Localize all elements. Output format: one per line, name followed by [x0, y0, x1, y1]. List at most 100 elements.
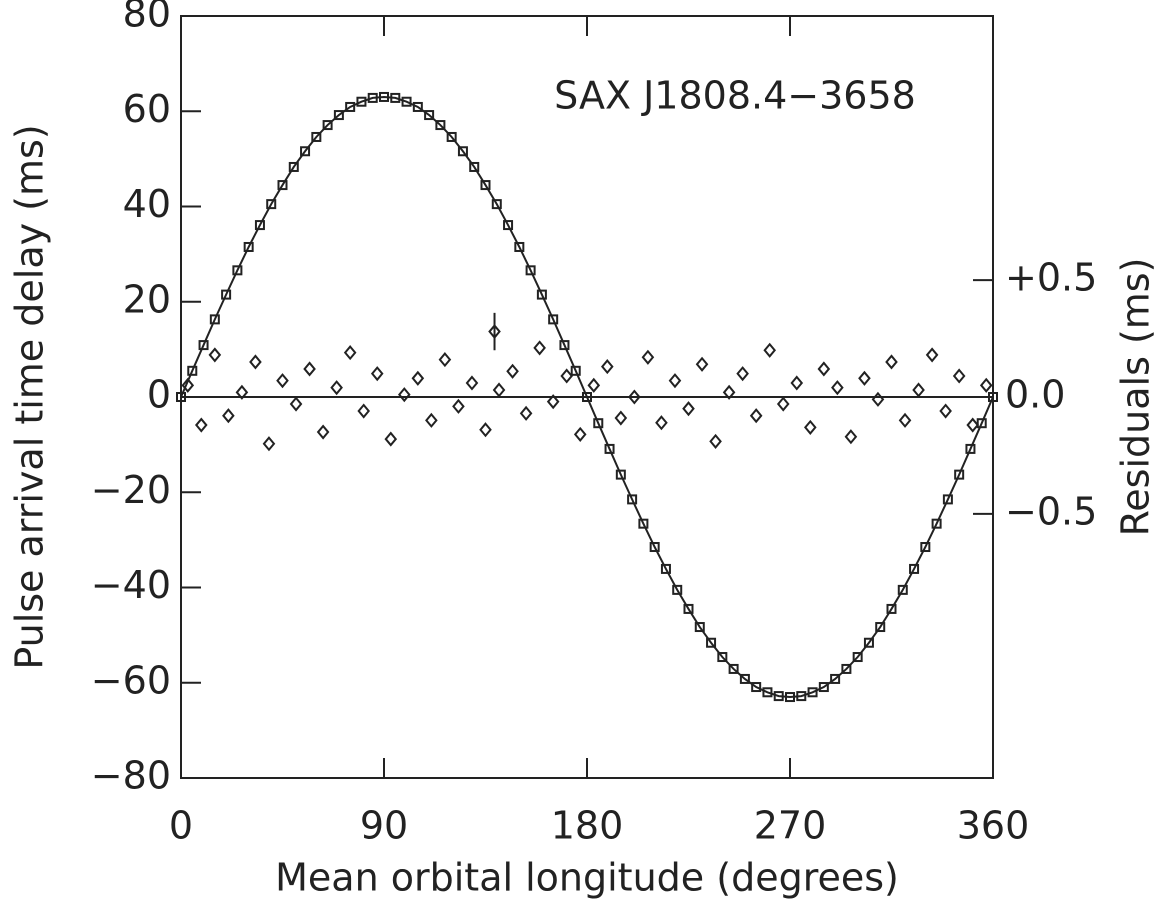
x-tick-label: 0 [169, 804, 193, 848]
residual-point [668, 373, 682, 389]
annotation: SAX J1808.4−3658 [554, 74, 916, 118]
residual-point [600, 359, 614, 375]
data-point [582, 392, 592, 402]
residual-point [222, 408, 235, 424]
residual-point [519, 405, 533, 421]
residual-point [330, 380, 343, 396]
data-point [536, 289, 547, 300]
data-point [176, 392, 186, 402]
residual-point [194, 417, 208, 433]
y-tick-label: −80 [91, 754, 171, 798]
data-point [266, 199, 277, 210]
data-point [897, 584, 908, 595]
residual-point [506, 363, 519, 379]
residual-point [289, 396, 303, 412]
data-point [830, 673, 841, 684]
model-curve [180, 95, 994, 699]
data-point [773, 691, 784, 702]
data-point [785, 692, 795, 703]
residual-point [573, 426, 587, 442]
residual-point [316, 424, 330, 440]
data-point [762, 687, 773, 698]
residual-point [817, 361, 831, 377]
residual-point [709, 433, 722, 449]
y-tick-label: 80 [123, 0, 171, 36]
data-point [424, 110, 435, 121]
residual-point [614, 410, 628, 426]
residual-point [776, 396, 790, 412]
data-point [514, 241, 525, 252]
residual-point [488, 323, 501, 340]
data-point [503, 220, 514, 231]
data-point [739, 673, 750, 684]
data-point [570, 365, 581, 376]
data-point [209, 314, 220, 325]
residual-point [871, 391, 885, 407]
data-point [198, 340, 209, 351]
residual-point [695, 356, 709, 372]
residual-point [181, 377, 195, 393]
residual-point [438, 352, 452, 368]
data-point [615, 469, 626, 480]
data-point [379, 91, 389, 102]
data-point [457, 146, 468, 157]
y-tick-label: 0 [147, 373, 171, 417]
data-point [965, 443, 976, 454]
data-point [706, 637, 717, 648]
x-tick-label: 360 [957, 804, 1030, 848]
residual-point [939, 403, 952, 419]
residual-point [831, 380, 844, 396]
data-point [875, 622, 886, 633]
data-point [717, 652, 728, 663]
residual-point [682, 401, 695, 417]
y2-tick-label: +0.5 [1005, 256, 1097, 300]
residual-point [885, 354, 898, 370]
x-tick-label: 270 [754, 804, 827, 848]
residual-point [587, 377, 601, 393]
residual-point [370, 366, 384, 382]
y2-axis-label: Residuals (ms) [1114, 258, 1158, 537]
data-point [243, 241, 254, 252]
data-point [559, 340, 570, 351]
residual-point [235, 384, 249, 400]
data-point [818, 682, 829, 693]
data-point [548, 314, 559, 325]
data-point [728, 663, 739, 674]
residual-point [628, 389, 641, 405]
residual-point [411, 370, 425, 386]
data-point [221, 289, 232, 300]
data-point [401, 96, 412, 107]
data-point [954, 469, 965, 480]
residual-point [966, 417, 980, 433]
residual-point [844, 429, 858, 445]
x-axis-label: Mean orbital longitude (degrees) [275, 856, 899, 900]
data-point [886, 603, 897, 614]
data-point [942, 494, 953, 505]
residual-point [262, 436, 276, 452]
residual-point [452, 398, 465, 414]
y2-tick-label: −0.5 [1005, 489, 1097, 533]
data-point [852, 652, 863, 663]
data-point [660, 563, 671, 574]
residual-point [533, 340, 546, 356]
data-point [863, 637, 874, 648]
data-point [909, 563, 920, 574]
data-point [333, 110, 344, 121]
data-point [435, 120, 446, 131]
residual-point [303, 361, 316, 377]
data-point [649, 542, 660, 553]
data-point [920, 542, 931, 553]
residual-point [803, 419, 817, 435]
data-point [525, 265, 536, 276]
data-point [976, 418, 987, 429]
data-point [469, 161, 480, 172]
y2-tick-label: 0.0 [1005, 373, 1065, 417]
data-point [254, 220, 265, 231]
residual-point [465, 375, 479, 391]
data-point [841, 663, 852, 674]
residual-point [736, 366, 749, 382]
residual-point [249, 354, 262, 370]
data-point [356, 96, 367, 107]
residual-point [276, 373, 289, 389]
